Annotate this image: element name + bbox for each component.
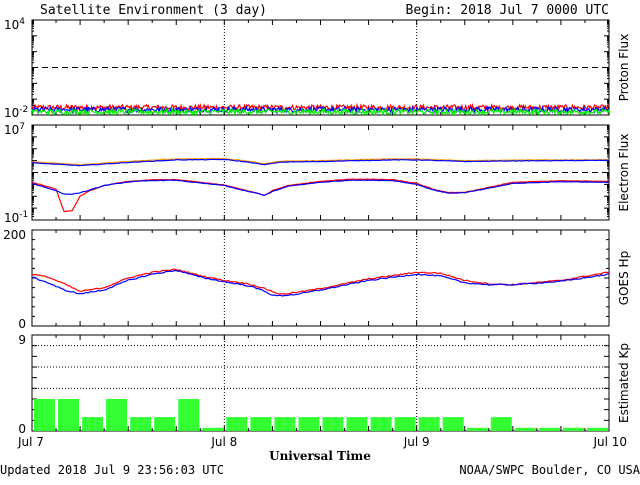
y-axis-label: Electron Flux	[617, 134, 631, 212]
kp-bar	[106, 399, 128, 431]
y-axis-label: Proton Flux	[617, 34, 631, 101]
x-axis-label: Universal Time	[269, 449, 371, 463]
panels: Proton Flux 104 10-2 Electron Flux 107 10-1 GO…	[3, 17, 631, 436]
x-tick-label: Jul 7	[17, 435, 44, 449]
kp-bar	[130, 417, 152, 431]
panel-2: Electron Flux 107 10-1	[4, 122, 631, 225]
y-tick-label: 104	[4, 17, 25, 32]
kp-bar	[322, 417, 344, 431]
kp-bar	[274, 417, 296, 431]
panel-4: Estimated Kp 9 0	[18, 333, 631, 436]
y-tick-label: 200	[3, 228, 26, 242]
kp-bar	[58, 399, 79, 431]
kp-bar	[154, 417, 176, 431]
y-tick-label: 9	[18, 333, 26, 347]
kp-bar	[394, 417, 416, 431]
kp-bar	[466, 427, 488, 431]
kp-bar	[370, 417, 392, 431]
kp-bar	[442, 417, 464, 431]
kp-bar	[562, 427, 584, 431]
kp-bar	[490, 417, 512, 431]
y-tick-label: 10-1	[4, 210, 28, 225]
chart-title: Satellite Environment (3 day)	[40, 3, 267, 18]
kp-bar	[346, 417, 368, 431]
kp-bar	[226, 417, 248, 431]
source-label: NOAA/SWPC Boulder, CO USA	[459, 463, 640, 477]
series-line-red	[31, 268, 610, 295]
series-line-blue	[32, 158, 610, 167]
y-tick-label: 0	[18, 422, 26, 436]
series-line-red	[31, 102, 610, 113]
x-tick-label: Jul 9	[403, 435, 430, 449]
panel-1: Proton Flux 104 10-2	[4, 17, 631, 120]
y-tick-label: 107	[4, 122, 25, 137]
x-tick-label: Jul 10	[592, 435, 627, 449]
kp-bar	[538, 427, 560, 431]
kp-bar	[587, 427, 608, 431]
panel-3: GOES Hp 200 0	[3, 228, 631, 331]
kp-bar	[178, 399, 200, 431]
series-line-green	[31, 106, 610, 117]
begin-label: Begin: 2018 Jul 7 0000 UTC	[406, 3, 610, 18]
series-line-blue	[31, 179, 610, 196]
kp-bar	[202, 427, 224, 431]
kp-bar	[82, 417, 104, 431]
y-tick-label: 0	[18, 317, 26, 331]
kp-bar	[250, 417, 272, 431]
updated-label: Updated 2018 Jul 9 23:56:03 UTC	[0, 463, 224, 477]
x-axis-ticks: Jul 7 Jul 8 Jul 9 Jul 10	[17, 435, 627, 449]
kp-bar	[514, 427, 536, 431]
kp-bar	[298, 417, 320, 431]
y-tick-label: 10-2	[4, 105, 28, 120]
y-axis-label: GOES Hp	[617, 251, 631, 305]
kp-bar	[34, 399, 55, 431]
series-line-blue	[31, 269, 610, 297]
y-axis-label: Estimated Kp	[617, 343, 631, 423]
kp-bar	[418, 417, 440, 431]
x-tick-label: Jul 8	[210, 435, 237, 449]
